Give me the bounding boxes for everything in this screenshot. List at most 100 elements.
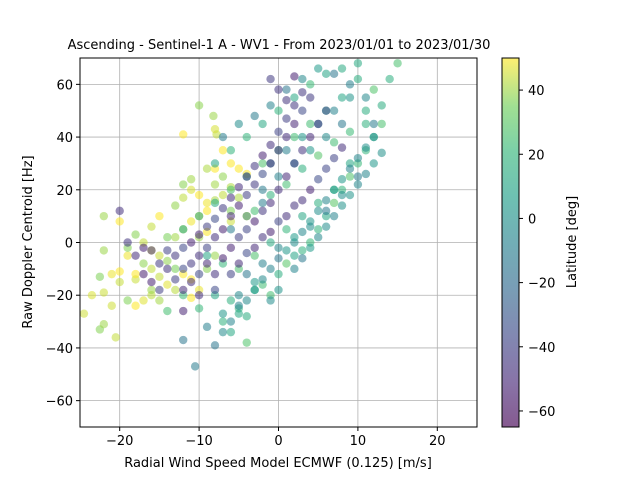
scatter-point xyxy=(87,291,97,300)
scatter-point xyxy=(155,285,164,295)
scatter-point xyxy=(282,246,291,255)
scatter-point xyxy=(234,309,243,318)
scatter-point xyxy=(361,143,371,152)
scatter-point xyxy=(226,243,236,252)
scatter-point xyxy=(111,333,120,342)
scatter-point xyxy=(250,111,259,121)
scatter-point xyxy=(226,225,236,234)
scatter-point xyxy=(210,180,220,189)
x-tick-label: 0 xyxy=(274,434,282,449)
scatter-point xyxy=(266,159,275,168)
y-axis-label: Raw Doppler Centroid [Hz] xyxy=(21,155,36,328)
scatter-point xyxy=(234,164,243,173)
scatter-point xyxy=(258,233,267,242)
scatter-point xyxy=(171,233,180,242)
scatter-point xyxy=(361,169,371,179)
scatter-point xyxy=(274,243,283,252)
scatter-point xyxy=(202,164,212,173)
scatter-point xyxy=(155,251,164,260)
scatter-point xyxy=(258,185,267,194)
scatter-point xyxy=(163,264,172,274)
scatter-point xyxy=(131,230,140,239)
scatter-point xyxy=(171,264,180,274)
scatter-point xyxy=(99,211,109,221)
scatter-point xyxy=(290,251,299,260)
scatter-point xyxy=(226,193,236,202)
scatter-point xyxy=(290,72,299,81)
scatter-point xyxy=(369,159,378,168)
data-points xyxy=(79,59,402,371)
scatter-point xyxy=(250,161,259,171)
scatter-point xyxy=(210,198,220,208)
scatter-point xyxy=(393,59,402,68)
scatter-point xyxy=(226,269,236,279)
scatter-point xyxy=(329,185,339,194)
scatter-point xyxy=(314,206,323,216)
scatter-point xyxy=(258,119,267,129)
scatter-point xyxy=(179,264,188,274)
scatter-point xyxy=(139,243,148,252)
scatter-point xyxy=(171,285,180,295)
scatter-point xyxy=(298,196,307,205)
scatter-point xyxy=(290,132,299,142)
scatter-point xyxy=(266,238,275,247)
scatter-point xyxy=(218,172,228,181)
scatter-point xyxy=(337,93,347,102)
scatter-point xyxy=(274,106,283,115)
scatter-point xyxy=(298,227,307,237)
scatter-point xyxy=(321,132,331,142)
scatter-point xyxy=(242,190,251,200)
scatter-point xyxy=(266,140,275,150)
x-tick-label: 20 xyxy=(429,434,446,449)
scatter-point xyxy=(258,159,267,168)
scatter-point xyxy=(218,190,228,200)
scatter-point xyxy=(361,119,371,129)
colorbar: 40 20 0 −20 −40 −60 Latitude [deg] xyxy=(501,57,580,428)
scatter-point xyxy=(298,164,307,173)
scatter-point xyxy=(329,198,339,208)
scatter-point xyxy=(155,296,164,305)
x-axis-ticks: −20 −10 0 10 20 xyxy=(106,427,446,449)
scatter-point xyxy=(321,69,331,79)
scatter-point xyxy=(298,88,307,97)
scatter-point xyxy=(139,269,148,279)
scatter-point xyxy=(353,74,363,84)
scatter-point xyxy=(115,206,124,216)
colorbar-frame xyxy=(501,57,520,428)
scatter-point xyxy=(361,93,371,102)
scatter-point xyxy=(202,222,212,231)
scatter-point xyxy=(282,180,291,189)
scatter-point xyxy=(353,180,363,189)
scatter-point xyxy=(163,280,172,289)
scatter-point xyxy=(155,272,164,281)
scatter-point xyxy=(274,217,283,226)
scatter-point xyxy=(266,264,275,274)
scatter-point xyxy=(186,277,196,287)
scatter-point xyxy=(171,251,180,260)
scatter-point xyxy=(186,185,196,194)
scatter-point xyxy=(314,64,323,73)
scatter-point xyxy=(274,185,283,194)
scatter-point xyxy=(190,362,200,371)
scatter-point xyxy=(234,233,243,242)
scatter-point xyxy=(337,175,347,184)
scatter-point xyxy=(266,227,275,237)
scatter-point xyxy=(274,85,283,94)
scatter-point xyxy=(209,111,218,121)
scatter-point xyxy=(250,285,259,295)
scatter-point xyxy=(95,272,105,281)
scatter-point xyxy=(115,217,124,226)
scatter-point xyxy=(234,301,243,310)
scatter-point xyxy=(79,309,89,318)
scatter-point xyxy=(329,211,339,221)
scatter-point xyxy=(369,132,378,142)
scatter-point xyxy=(329,69,339,79)
scatter-point xyxy=(234,193,243,202)
scatter-point xyxy=(321,206,331,216)
colorbar-tick-label: −40 xyxy=(528,341,555,356)
scatter-point xyxy=(314,225,323,234)
scatter-point xyxy=(345,172,355,181)
scatter-point xyxy=(258,169,267,179)
scatter-point xyxy=(194,251,204,260)
scatter-point xyxy=(226,296,236,305)
